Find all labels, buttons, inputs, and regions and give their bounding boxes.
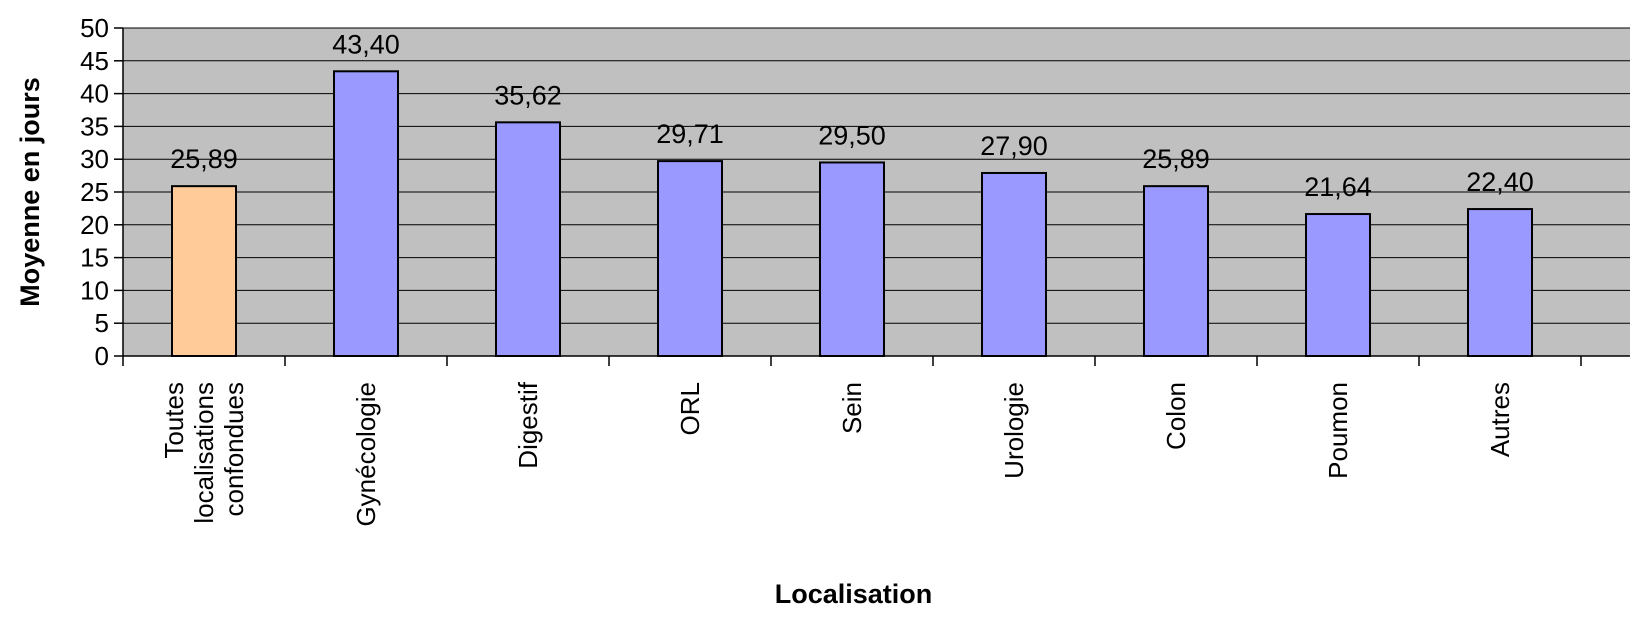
y-tick-label: 20 xyxy=(80,210,109,240)
x-tick-label-line: ORL xyxy=(675,382,705,435)
x-tick-label-line: Poumon xyxy=(1323,382,1353,479)
y-tick-label: 50 xyxy=(80,13,109,43)
x-tick-label: Poumon xyxy=(1323,382,1353,479)
data-label: 27,90 xyxy=(980,131,1048,161)
x-tick-label-line: localisations xyxy=(189,382,219,524)
x-tick-label-line: Sein xyxy=(837,382,867,434)
y-tick-label: 45 xyxy=(80,46,109,76)
bar xyxy=(1143,185,1209,357)
y-tick-label: 10 xyxy=(80,275,109,305)
x-axis-title: Localisation xyxy=(775,579,933,609)
data-label: 21,64 xyxy=(1304,172,1372,202)
y-tick-label: 5 xyxy=(95,308,109,338)
y-tick-label: 15 xyxy=(80,243,109,273)
bar xyxy=(1305,213,1371,357)
y-tick-label: 0 xyxy=(95,341,109,371)
x-tick-label: Toutes localisations confondues xyxy=(159,382,249,524)
data-labels: 25,89 43,40 35,62 29,71 29,50 27,90 25,89 21,64… xyxy=(170,29,1534,202)
y-tick-label: 30 xyxy=(80,144,109,174)
x-tick-label: Urologie xyxy=(999,382,1029,479)
bar xyxy=(495,121,561,358)
x-tick-label: Sein xyxy=(837,382,867,434)
axes xyxy=(114,27,1630,366)
data-label: 25,89 xyxy=(170,144,238,174)
x-tick-labels: Toutes localisations confondues Gynécologie… xyxy=(159,381,1515,526)
x-tick-label: ORL xyxy=(675,382,705,435)
y-tick-label: 40 xyxy=(80,79,109,109)
data-label: 22,40 xyxy=(1466,167,1534,197)
bar xyxy=(657,160,723,357)
x-tick-label-line: Gynécologie xyxy=(351,382,381,527)
x-tick-label-line: Digestif xyxy=(513,381,543,468)
x-tick-label: Colon xyxy=(1161,382,1191,450)
y-axis-title: Moyenne en jours xyxy=(15,77,45,307)
data-label: 29,50 xyxy=(818,120,886,150)
bar xyxy=(171,185,237,357)
x-tick-label-line: Toutes xyxy=(159,382,189,459)
data-label: 29,71 xyxy=(656,119,724,149)
x-tick-label-line: confondues xyxy=(219,382,249,516)
data-label: 35,62 xyxy=(494,80,562,110)
x-tick-label: Gynécologie xyxy=(351,382,381,527)
y-tick-label: 25 xyxy=(80,177,109,207)
x-tick-label-line: Autres xyxy=(1485,382,1515,457)
bars xyxy=(171,70,1533,358)
bar xyxy=(333,70,399,358)
bar xyxy=(1467,208,1533,357)
bar xyxy=(819,161,885,357)
x-tick-label: Autres xyxy=(1485,382,1515,457)
bar xyxy=(981,171,1047,357)
data-label: 25,89 xyxy=(1142,144,1210,174)
x-tick-label-line: Colon xyxy=(1161,382,1191,450)
x-tick-label: Digestif xyxy=(513,381,543,468)
data-label: 43,40 xyxy=(332,29,400,59)
x-tick-label-line: Urologie xyxy=(999,382,1029,479)
y-tick-label: 35 xyxy=(80,111,109,141)
